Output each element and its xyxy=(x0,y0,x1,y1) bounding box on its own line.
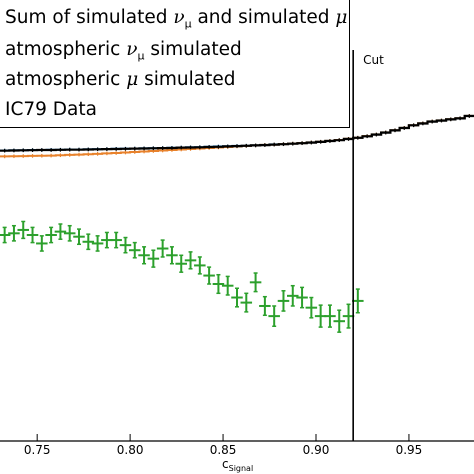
legend-item-ic79: IC79 Data xyxy=(5,99,97,120)
x-axis-label: cSignal xyxy=(222,457,253,473)
data-point xyxy=(147,249,160,268)
legend-item-atm-mu: atmospheric μ simulated xyxy=(5,69,236,90)
x-tick-label: 0.95 xyxy=(396,443,423,457)
data-point xyxy=(333,309,345,333)
data-point xyxy=(268,305,280,328)
data-point xyxy=(156,239,169,258)
data-point xyxy=(129,241,141,259)
data-point xyxy=(184,251,197,270)
data-point xyxy=(119,236,132,254)
plot-area xyxy=(0,114,474,333)
cut-label: Cut xyxy=(363,53,384,67)
data-point xyxy=(73,228,85,246)
data-point xyxy=(8,224,20,242)
data-point xyxy=(277,290,290,312)
legend-text: atmospheric xyxy=(5,69,127,90)
data-point xyxy=(194,256,206,275)
legend: Sum of simulated νμ and simulated μ atmo… xyxy=(0,0,350,128)
data-point xyxy=(63,224,76,242)
data-point xyxy=(296,286,308,309)
legend-text: IC79 Data xyxy=(5,99,97,120)
data-point xyxy=(249,272,262,293)
legend-item-sum: Sum of simulated νμ and simulated μ xyxy=(5,7,347,31)
data-point xyxy=(240,292,253,313)
legend-symbol: ν xyxy=(173,7,185,28)
x-tick-label: 0.75 xyxy=(24,443,51,457)
data-point xyxy=(138,246,150,265)
data-point xyxy=(110,231,122,249)
data-point xyxy=(82,233,95,251)
legend-text: simulated xyxy=(144,39,242,60)
x-axis-label-subscript: Signal xyxy=(229,464,254,473)
data-point xyxy=(342,303,355,329)
series-2 xyxy=(0,220,364,333)
legend-symbol: ν xyxy=(126,39,138,60)
data-point xyxy=(166,246,178,265)
legend-text: and simulated xyxy=(191,7,336,28)
data-point xyxy=(26,226,39,244)
data-point xyxy=(17,220,29,240)
series-3 xyxy=(0,114,474,153)
x-tick-label: 0.90 xyxy=(303,443,330,457)
data-point xyxy=(175,254,187,273)
x-axis: 0.75 0.80 0.85 0.90 0.95 xyxy=(0,434,474,457)
legend-text: Sum of simulated xyxy=(5,7,174,28)
data-point xyxy=(45,226,57,244)
legend-symbol: μ xyxy=(335,7,348,28)
data-point xyxy=(36,235,48,252)
data-point xyxy=(352,288,364,314)
x-tick-label: 0.85 xyxy=(210,443,237,457)
x-axis-label-main: c xyxy=(222,457,229,471)
data-point xyxy=(212,273,225,295)
data-point xyxy=(91,235,104,252)
data-point xyxy=(305,296,318,319)
data-point xyxy=(54,223,67,240)
data-point xyxy=(259,295,271,317)
legend-subscript: μ xyxy=(137,49,145,63)
legend-item-atm-numu: atmospheric νμ simulated xyxy=(5,39,242,63)
legend-text: simulated xyxy=(138,69,236,90)
legend-subscript: μ xyxy=(184,17,192,31)
legend-text: atmospheric xyxy=(5,39,127,60)
data-point xyxy=(231,287,243,308)
x-tick-label: 0.80 xyxy=(117,443,144,457)
data-point xyxy=(287,284,299,307)
data-point xyxy=(0,226,11,244)
data-point xyxy=(203,266,215,285)
data-point xyxy=(221,275,234,296)
legend-symbol: μ xyxy=(126,69,139,90)
data-point xyxy=(324,304,336,328)
